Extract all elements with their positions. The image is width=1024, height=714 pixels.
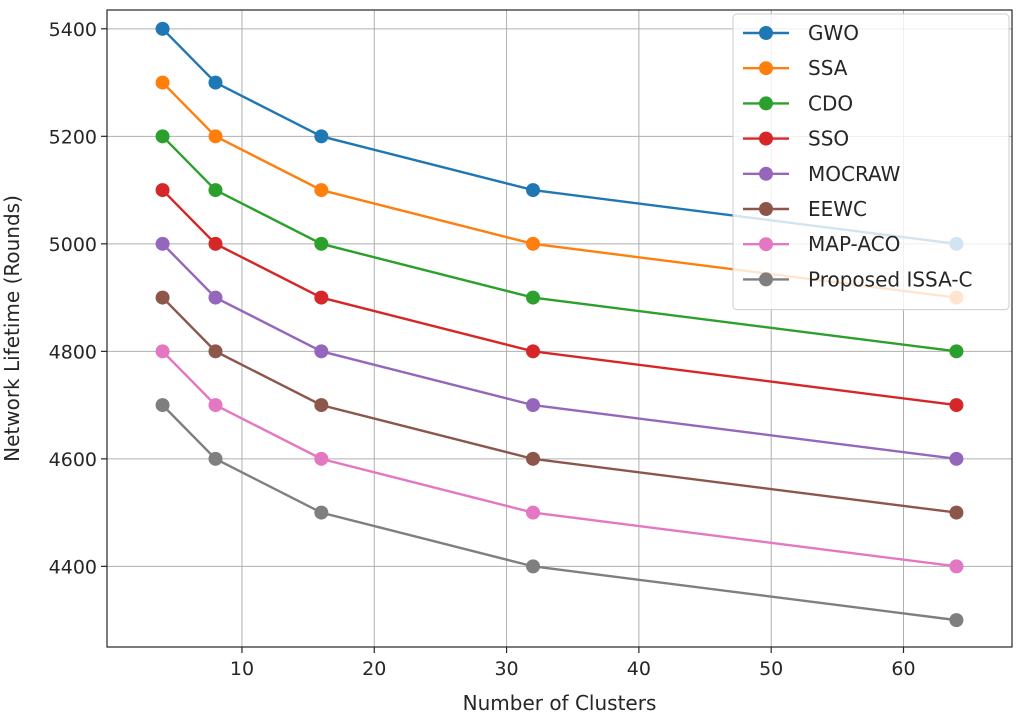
series-5 (155, 290, 964, 520)
data-point (526, 451, 541, 466)
y-tick-label: 5000 (49, 234, 97, 256)
data-point (155, 129, 170, 144)
series-2 (155, 129, 964, 359)
data-point (208, 183, 223, 198)
series-7 (155, 398, 964, 628)
data-point (208, 451, 223, 466)
data-point (314, 290, 329, 305)
x-tick-label: 60 (891, 658, 915, 680)
legend-label: GWO (808, 21, 859, 45)
data-point (526, 236, 541, 251)
data-point (314, 505, 329, 520)
data-point (155, 290, 170, 305)
legend-item: MAP-ACO (743, 232, 900, 256)
data-point (526, 505, 541, 520)
data-point (526, 290, 541, 305)
y-tick-label: 5200 (49, 126, 97, 148)
legend-item: GWO (743, 21, 859, 45)
legend-label: CDO (808, 91, 853, 115)
legend-label: EEWC (808, 197, 867, 221)
data-point (155, 344, 170, 359)
data-point (208, 290, 223, 305)
series-3 (155, 183, 964, 413)
data-point (155, 236, 170, 251)
legend-item: MOCRAW (743, 162, 901, 186)
y-tick-label: 4800 (49, 341, 97, 363)
y-tick-label: 4400 (49, 556, 97, 578)
x-tick-label: 40 (627, 658, 651, 680)
axes-frame (106, 9, 1013, 648)
legend-marker (759, 96, 773, 111)
legend-item: SSO (743, 127, 849, 151)
data-point (155, 21, 170, 36)
data-point (526, 183, 541, 198)
legend: GWO SSA CDO SSO MOCRAW EEWC MAP-ACO Proposed IS… (732, 13, 1010, 311)
series-4 (155, 236, 964, 466)
legend-label: SSA (808, 56, 848, 80)
x-axis-label: Number of Clusters (463, 691, 657, 714)
x-tick-label: 20 (362, 658, 386, 680)
legend-marker (759, 237, 773, 252)
data-point (314, 451, 329, 466)
y-tick-label: 4600 (49, 449, 97, 471)
y-tick-label: 5400 (49, 19, 97, 41)
data-point (949, 398, 964, 413)
legend-label: Proposed ISSA-C (808, 267, 973, 291)
legend-marker (759, 61, 773, 76)
x-tick-label: 50 (759, 658, 783, 680)
legend-label: MAP-ACO (808, 232, 900, 256)
legend-label: MOCRAW (808, 162, 901, 186)
data-point (949, 505, 964, 520)
data-point (155, 75, 170, 90)
data-point (949, 613, 964, 628)
data-point (155, 398, 170, 413)
legend-marker (759, 202, 773, 216)
legend-marker (759, 166, 773, 181)
x-tick-label: 10 (230, 658, 254, 680)
data-point (314, 183, 329, 198)
data-point (155, 183, 170, 198)
data-point (208, 75, 223, 90)
legend-marker (759, 131, 773, 146)
data-point (949, 451, 964, 466)
legend-box (732, 13, 1010, 311)
legend-label: SSO (808, 127, 849, 151)
data-point (208, 398, 223, 413)
legend-item: Proposed ISSA-C (743, 267, 973, 291)
data-point (314, 236, 329, 251)
series-6 (155, 344, 964, 574)
legend-item: CDO (743, 91, 853, 115)
data-point (526, 398, 541, 413)
ticks: 10 20 30 40 50 60 4400 4600 4800 5000 5200 5400 (49, 19, 916, 680)
data-point (314, 398, 329, 413)
data-point (208, 344, 223, 359)
data-point (208, 236, 223, 251)
y-axis-label: Network Lifetime (Rounds) (0, 195, 24, 462)
data-point (314, 129, 329, 144)
data-point (949, 344, 964, 359)
legend-item: EEWC (743, 197, 867, 221)
series-layer (155, 21, 964, 628)
x-tick-label: 30 (494, 658, 518, 680)
data-point (526, 559, 541, 574)
data-point (949, 559, 964, 574)
legend-marker (759, 272, 773, 287)
data-point (314, 344, 329, 359)
data-point (208, 129, 223, 144)
data-point (526, 344, 541, 359)
legend-item: SSA (743, 56, 848, 80)
legend-marker (759, 26, 773, 40)
